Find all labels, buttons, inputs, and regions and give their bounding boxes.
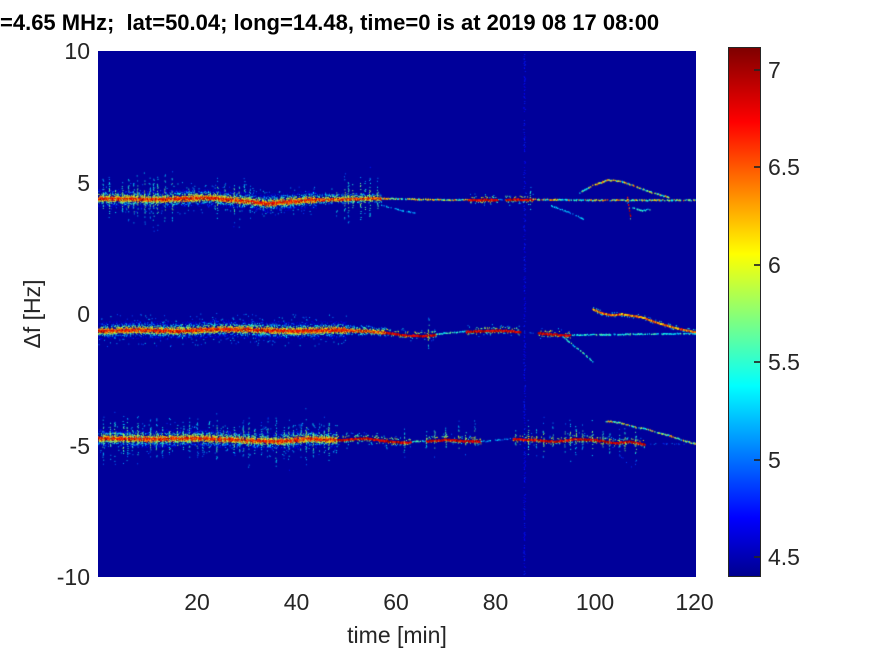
y-tick-label: 0 — [77, 301, 90, 327]
colorbar-tick-label: 4.5 — [768, 544, 800, 570]
y-tick-label: -10 — [56, 564, 90, 590]
colorbar-tick-label: 6.5 — [768, 154, 800, 181]
colorbar-tick-label: 5.5 — [768, 349, 800, 376]
plot-area — [98, 51, 696, 577]
colorbar-tick-label: 6 — [768, 251, 781, 278]
y-tick-label: -5 — [69, 432, 90, 459]
colorbar — [728, 47, 761, 577]
x-tick-label: 60 — [383, 589, 409, 615]
y-tick-label: 10 — [64, 38, 90, 64]
x-tick-label: 120 — [675, 589, 714, 615]
spectrogram-canvas — [98, 51, 696, 577]
colorbar-tick-mark — [754, 69, 760, 71]
x-tick-label: 100 — [575, 589, 615, 615]
y-tick-label: 5 — [77, 169, 90, 196]
x-tick-label: 40 — [283, 589, 310, 615]
colorbar-tick-label: 5 — [768, 446, 781, 473]
colorbar-tick-mark — [754, 556, 760, 558]
plot-title: =4.65 MHz; lat=50.04; long=14.48, time=0… — [0, 10, 660, 35]
x-tick-label: 80 — [482, 589, 509, 615]
x-axis-label: time [min] — [347, 622, 447, 648]
colorbar-tick-mark — [754, 263, 760, 266]
colorbar-tick-label: 7 — [768, 57, 781, 83]
colorbar-tick-mark — [754, 361, 760, 364]
colorbar-tick-mark — [754, 166, 760, 169]
x-tick-label: 20 — [184, 589, 210, 615]
colorbar-tick-mark — [754, 458, 760, 461]
